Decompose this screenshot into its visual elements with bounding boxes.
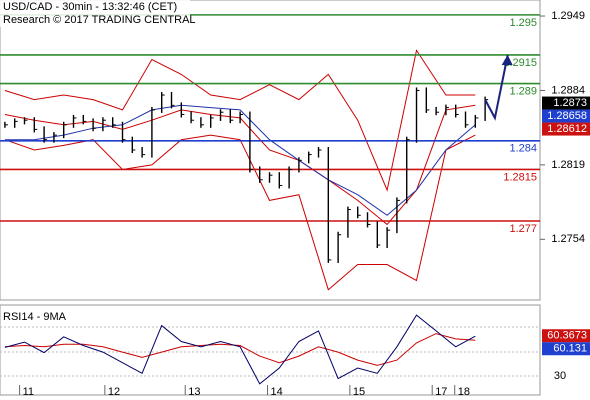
price-marker-box <box>542 96 590 110</box>
price-marker-box <box>542 122 590 136</box>
price-marker: 1.2873 <box>542 96 590 110</box>
forecast-arrow-head <box>501 54 513 65</box>
chart-title: USD/CAD - 30min - 13:32:46 (CET) <box>3 1 177 13</box>
x-tick-label: 13 <box>188 386 200 398</box>
price-marker-label: 60.3673 <box>547 330 587 342</box>
rsi-line <box>4 333 476 366</box>
x-tick-label: 17 <box>435 386 447 398</box>
level-label: 1.277 <box>509 223 537 235</box>
x-tick-label: 15 <box>353 386 365 398</box>
price-marker-label: 60.131 <box>553 343 587 355</box>
rsi-title: RSI14 - 9MA <box>3 311 67 323</box>
y-tick-label: 1.2819 <box>551 159 585 171</box>
plot-layer: 1.2949 1.2884 1.2819 1.2754 1.295 1.2915 1.289… <box>0 10 585 398</box>
level-label: 1.2915 <box>503 57 537 69</box>
price-marker: 60.131 <box>542 342 590 356</box>
y-tick-label: 1.2949 <box>551 10 585 22</box>
price-marker-box <box>542 342 590 356</box>
x-tick-label: 12 <box>108 386 120 398</box>
price-marker-label: 1.2873 <box>553 97 587 109</box>
x-tick-label: 14 <box>271 386 283 398</box>
overlay-line <box>4 49 476 192</box>
y-tick-label: 1.2884 <box>551 84 585 96</box>
x-tick-label: 11 <box>23 386 34 398</box>
level-label: 1.2815 <box>503 171 537 183</box>
y-tick-label: 1.2754 <box>551 233 585 245</box>
title-bg <box>0 0 190 27</box>
price-marker-label: 1.28612 <box>547 123 587 135</box>
rsi-panel <box>0 304 541 396</box>
rsi-line <box>4 314 476 385</box>
level-label: 1.289 <box>509 85 537 97</box>
price-marker: 1.28612 <box>542 122 590 136</box>
x-tick-label: 18 <box>458 386 470 398</box>
y-tick-label: 30 <box>554 370 566 382</box>
price-marker: 60.3673 <box>542 329 590 343</box>
price-marker-box <box>542 329 590 343</box>
level-label: 1.284 <box>509 143 537 155</box>
price-marker-label: 1.28658 <box>547 110 587 122</box>
chart-subtitle: Research © 2017 TRADING CENTRAL <box>3 14 196 26</box>
forecast-arrow <box>484 54 509 121</box>
price-marker: 1.28658 <box>542 109 590 123</box>
level-label: 1.295 <box>509 17 537 29</box>
price-marker-box <box>542 109 590 123</box>
